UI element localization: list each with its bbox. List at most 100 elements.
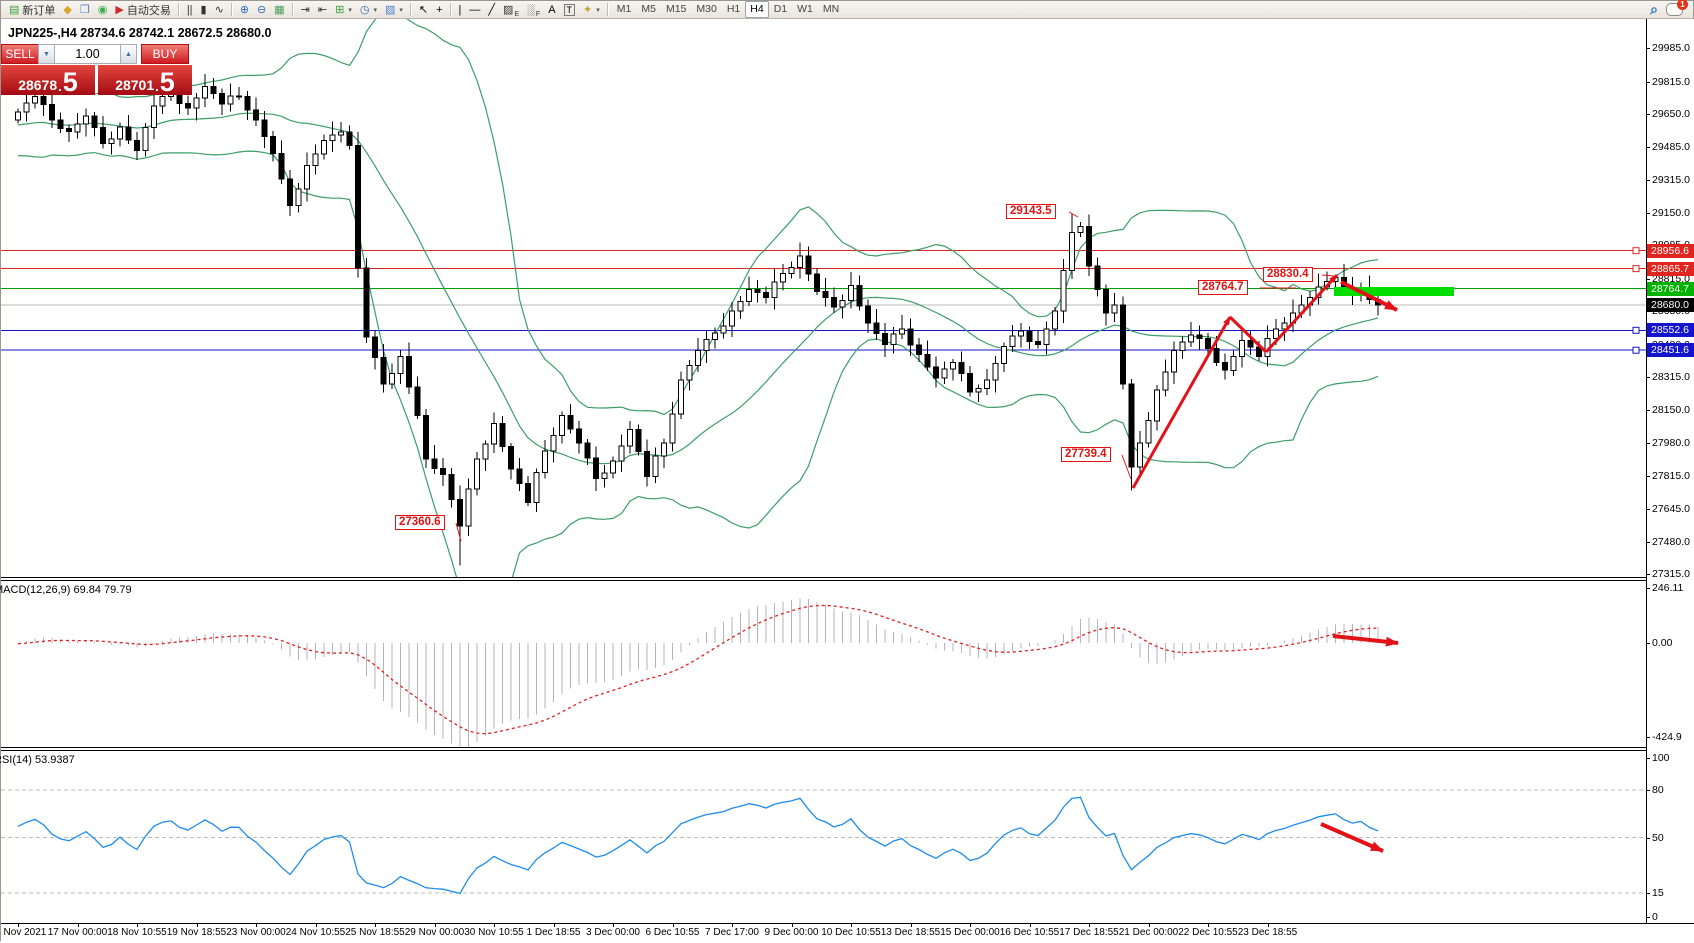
auto-scroll-button[interactable]: ⇥	[297, 1, 314, 19]
template-icon: ▧	[384, 3, 396, 16]
add-indicator-button[interactable]: ⊞ ▾	[331, 1, 356, 19]
price-tick-label: 29315.0	[1647, 174, 1690, 187]
time-tick-label: 17 Nov 00:00	[47, 927, 108, 938]
market-watch-button[interactable]: ◆	[59, 1, 75, 19]
channel-button[interactable]: ▨ E	[499, 1, 523, 19]
autotrade-button[interactable]: ▶ 自动交易	[111, 1, 174, 19]
new-order-button[interactable]: ▤ 新订单	[5, 1, 59, 19]
crosshair-button[interactable]: +	[432, 1, 446, 19]
chart-region: 29985.0 29815.0 29650.0 29485.0 29315.0 29150…	[0, 19, 1694, 943]
time-tick	[494, 924, 495, 927]
trendline-button[interactable]: ╱	[484, 1, 499, 19]
price-tick-label: 29650.0	[1647, 108, 1690, 121]
time-tick	[970, 924, 971, 927]
bar-chart-icon: ||	[186, 3, 193, 16]
hline-button[interactable]: —	[465, 1, 484, 19]
chart-window-button[interactable]: ❐	[76, 1, 94, 19]
rsi-axis-label: 0	[1647, 911, 1658, 923]
price-tick-label: 29985.0	[1647, 42, 1690, 54]
time-tick-label: 13 Dec 18:55	[880, 927, 941, 938]
time-tick-label: 23 Dec 18:55	[1237, 927, 1298, 938]
volume-input[interactable]: 1.00	[55, 44, 120, 64]
time-tick	[910, 924, 912, 927]
sell-button[interactable]: SELL	[1, 44, 38, 64]
time-tick-label: 15 Dec 00:00	[940, 927, 1000, 938]
ask-price-display[interactable]: 28701 . 5	[98, 65, 192, 96]
timeframe-m1[interactable]: M1	[616, 3, 632, 15]
channel-icon: ▨	[503, 3, 514, 16]
macd-panel-canvas[interactable]	[1, 581, 1694, 747]
chat-bubble-icon[interactable]: 1	[1666, 0, 1688, 16]
dropdown-caret-icon: ▾	[399, 6, 403, 14]
tile-windows-button[interactable]: ▦	[270, 1, 288, 19]
text-button[interactable]: A	[544, 1, 559, 19]
price-level-badge[interactable]: 28451.6	[1647, 343, 1694, 358]
price-level-badge[interactable]: 28680.0	[1647, 298, 1694, 313]
time-tick-label: 30 Nov 10:55	[464, 927, 524, 938]
timeframe-h1[interactable]: H1	[726, 3, 741, 15]
rsi-axis-label: 15	[1647, 887, 1664, 900]
zoom-out-icon: ⊖	[257, 3, 267, 16]
time-tick	[375, 924, 376, 927]
broadcast-button[interactable]: ◉	[94, 1, 112, 19]
rsi-panel-canvas[interactable]	[1, 751, 1694, 923]
autotrade-button-label: 自动交易	[126, 4, 171, 17]
price-level-badge[interactable]: 28956.6	[1647, 243, 1694, 258]
zoom-in-button[interactable]: ⊕	[236, 1, 253, 19]
timeframe-m15[interactable]: M15	[665, 3, 687, 15]
toolbar-separator	[606, 3, 609, 16]
chart-shift-button[interactable]: ⇤	[314, 1, 331, 19]
price-level-badge[interactable]: 28764.7	[1647, 281, 1694, 296]
timeframe-m30[interactable]: M30	[696, 3, 717, 15]
price-tick-label: 27980.0	[1647, 437, 1690, 450]
text-icon: A	[548, 3, 556, 16]
volume-increase-button[interactable]: ▲	[120, 44, 137, 64]
bid-price-dot: .	[58, 79, 62, 94]
buy-button[interactable]: BUY	[141, 44, 189, 64]
time-tick-label: 10 Dec 10:55	[821, 927, 881, 938]
price-level-badge[interactable]: 28552.6	[1647, 323, 1694, 338]
shapes-button[interactable]: ✦ ▾	[579, 1, 604, 19]
trendline-icon: ╱	[488, 3, 496, 16]
time-tick	[256, 924, 257, 927]
one-click-trade-panel: SELL ▼ 1.00 ▲ BUY 28678 . 5 28701 . 5	[1, 44, 193, 96]
time-tick-label: 17 Dec 18:55	[1059, 927, 1119, 938]
search-icon[interactable]: ⌕	[1650, 1, 1658, 17]
price-tick-label: 27645.0	[1647, 503, 1690, 516]
time-tick	[1267, 924, 1269, 927]
timeframe-d1[interactable]: D1	[773, 3, 788, 15]
time-tick-label: 24 Nov 10:55	[285, 927, 346, 938]
label-button[interactable]: T	[560, 1, 580, 19]
period-button[interactable]: ◷ ▾	[356, 1, 381, 19]
panel-splitter[interactable]	[1, 577, 1694, 581]
vline-button[interactable]: |	[455, 1, 466, 19]
macd-axis-label: 0.00	[1647, 637, 1673, 649]
volume-decrease-button[interactable]: ▼	[38, 44, 55, 64]
time-tick-label: 3 Dec 00:00	[586, 927, 640, 938]
timeframe-m5[interactable]: M5	[641, 3, 656, 15]
hline-icon: —	[469, 3, 481, 16]
line-chart-button[interactable]: ∿	[211, 1, 228, 19]
time-tick	[137, 924, 138, 927]
shapes-icon: ✦	[583, 3, 593, 16]
candle-chart-button[interactable]: ▮	[197, 1, 211, 19]
fibo-button[interactable]: ░ F	[523, 1, 544, 19]
vline-icon: |	[458, 3, 462, 16]
panel-splitter[interactable]	[1, 747, 1694, 751]
price-axis[interactable]: 29985.0 29815.0 29650.0 29485.0 29315.0 29150…	[1647, 19, 1694, 923]
price-level-badge[interactable]: 28865.7	[1647, 261, 1694, 276]
zoom-out-button[interactable]: ⊖	[253, 1, 270, 19]
bar-chart-button[interactable]: ||	[183, 1, 197, 19]
time-tick	[732, 924, 733, 927]
bid-price-display[interactable]: 28678 . 5	[1, 65, 95, 96]
timeframe-mn[interactable]: MN	[822, 3, 840, 15]
template-button[interactable]: ▧ ▾	[381, 1, 407, 19]
time-tick	[1148, 924, 1150, 927]
main-chart-canvas[interactable]	[1, 19, 1694, 577]
cursor-button[interactable]: ↖	[415, 1, 432, 19]
timeframe-w1[interactable]: W1	[797, 3, 813, 15]
toolbar: ▤ 新订单 ◆ ❐ ◉ ▶ 自动交易 || ▮ ∿ ⊕ ⊖ ▦ ⇥ ⇤ ⊞ ▾ ◷ ▾ ▧ ▾ ↖ + | — ╱ ▨ E ░ F A T ✦ ▾…	[1, 0, 1693, 19]
timeframe-h4[interactable]: H4	[745, 1, 769, 18]
price-axis-line	[1646, 19, 1647, 923]
